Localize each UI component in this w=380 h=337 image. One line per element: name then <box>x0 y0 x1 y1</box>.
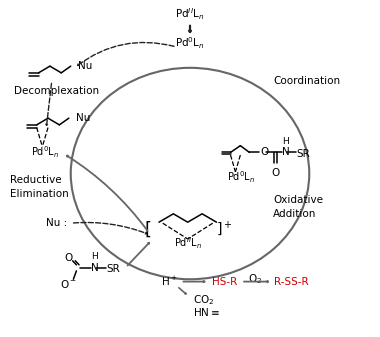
Text: Pd$^{II}$L$_n$: Pd$^{II}$L$_n$ <box>174 235 202 251</box>
Text: Nu :: Nu : <box>46 218 67 228</box>
Text: Reductive
Elimination: Reductive Elimination <box>10 175 69 198</box>
Text: O$^-$: O$^-$ <box>60 278 78 290</box>
Text: HS-R: HS-R <box>212 277 237 286</box>
Text: Oxidative
Addition: Oxidative Addition <box>273 195 323 219</box>
Text: Coordination: Coordination <box>273 76 340 86</box>
Text: O: O <box>271 168 279 178</box>
Text: Pd$^0$L$_n$: Pd$^0$L$_n$ <box>227 169 255 185</box>
Text: [: [ <box>145 221 152 239</box>
Text: H: H <box>91 252 98 262</box>
Text: O: O <box>261 147 269 157</box>
Text: N: N <box>91 263 98 273</box>
Text: N: N <box>282 147 290 157</box>
Text: CO$_2$: CO$_2$ <box>193 294 214 307</box>
Text: R-SS-R: R-SS-R <box>274 277 309 286</box>
Text: HN$\equiv$: HN$\equiv$ <box>193 306 220 318</box>
Text: Pd$^0$L$_n$: Pd$^0$L$_n$ <box>175 36 205 52</box>
Text: SR: SR <box>296 149 310 159</box>
Text: ]$^+$: ]$^+$ <box>216 219 232 238</box>
Text: H: H <box>282 137 289 146</box>
Text: O: O <box>65 253 73 263</box>
Text: Nu: Nu <box>76 113 91 123</box>
Text: H$^+$: H$^+$ <box>161 275 177 288</box>
Text: Nu: Nu <box>78 61 93 71</box>
Text: Pd$^{II}$L$_n$: Pd$^{II}$L$_n$ <box>175 6 205 22</box>
Text: Decomplexation: Decomplexation <box>14 86 99 96</box>
Text: O$_2$: O$_2$ <box>248 272 262 286</box>
Text: Pd$^0$L$_n$: Pd$^0$L$_n$ <box>31 145 59 160</box>
Text: SR: SR <box>107 264 120 274</box>
